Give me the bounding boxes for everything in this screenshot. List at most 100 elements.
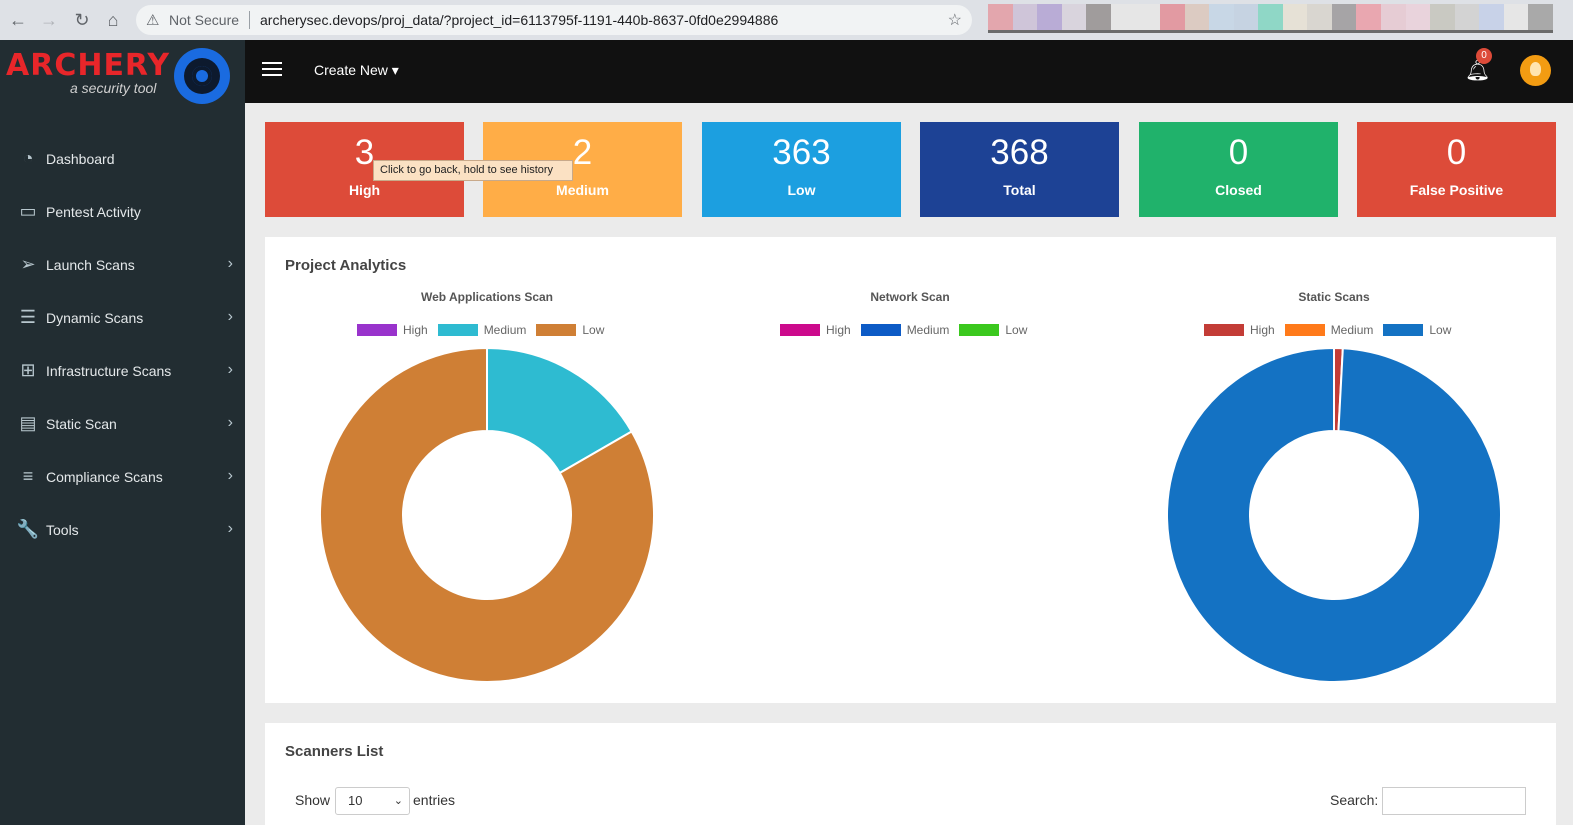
reload-icon[interactable]: ↻	[74, 10, 90, 30]
extension-icon[interactable]	[1110, 4, 1136, 30]
legend-item[interactable]: Medium	[437, 323, 526, 337]
sidebar-item-dynamic-scans[interactable]: ☰ Dynamic Scans ›	[0, 291, 245, 344]
legend-item[interactable]: Low	[1383, 323, 1451, 337]
extension-icon[interactable]	[1233, 4, 1259, 30]
dashboard-icon: ◔	[22, 148, 34, 168]
chevron-right-icon: ›	[227, 520, 233, 537]
sidebar-item-dashboard[interactable]: ◔ Dashboard	[0, 132, 245, 185]
stat-value: 3	[354, 133, 375, 172]
extension-icon[interactable]	[1503, 4, 1529, 30]
security-label: Not Secure	[169, 12, 240, 28]
extension-icon[interactable]	[1430, 4, 1455, 30]
extension-icon[interactable]	[1258, 4, 1283, 30]
legend-swatch	[357, 324, 397, 336]
search-label: Search:	[1330, 792, 1379, 808]
laptop-icon: ▭	[19, 201, 37, 221]
extension-icon[interactable]	[1184, 4, 1210, 30]
chart-legend: High Medium Low	[1204, 323, 1461, 337]
create-new-dropdown[interactable]: Create New ▾	[314, 62, 399, 78]
url-text[interactable]: archerysec.devops/proj_data/?project_id=…	[260, 12, 779, 28]
extension-icon[interactable]	[1135, 4, 1160, 30]
stat-value: 0	[1446, 133, 1467, 172]
stat-value: 363	[772, 133, 831, 172]
extension-icon[interactable]	[988, 4, 1013, 30]
chart-title: Static Scans	[1298, 290, 1370, 304]
sidebar-item-launch-scans[interactable]: ➢ Launch Scans ›	[0, 238, 245, 291]
stat-label: False Positive	[1409, 182, 1504, 198]
page-size-value: 10	[348, 793, 363, 808]
legend-label: High	[1250, 323, 1275, 337]
extension-icon[interactable]	[1209, 4, 1234, 30]
sidebar: ARCHERY a security tool ◔ Dashboard ▭ Pente…	[0, 40, 245, 825]
notification-badge: 0	[1476, 48, 1492, 64]
extension-icon[interactable]	[1381, 4, 1406, 30]
omnibox-divider	[249, 11, 250, 29]
extension-icon[interactable]	[1528, 4, 1553, 30]
chevron-down-icon: ⌄	[393, 795, 403, 807]
extension-icon[interactable]	[1331, 4, 1357, 30]
legend-item[interactable]: Low	[536, 323, 604, 337]
back-arrow-icon[interactable]: ←	[9, 10, 27, 30]
extensions-strip	[988, 4, 1553, 30]
hamburger-menu-icon[interactable]	[262, 62, 282, 78]
stat-box-false-positive[interactable]: 0 False Positive	[1357, 122, 1556, 217]
sitemap-icon: ⊞	[20, 360, 36, 380]
legend-item[interactable]: Low	[959, 323, 1027, 337]
stat-box-total[interactable]: 368 Total	[920, 122, 1119, 217]
extensions-underline	[988, 30, 1553, 33]
extension-icon[interactable]	[1307, 4, 1332, 30]
sidebar-item-label: Compliance Scans	[46, 468, 163, 485]
legend-label: Medium	[1330, 323, 1374, 337]
chart-legend: High Medium Low	[357, 323, 614, 337]
extension-icon[interactable]	[1356, 4, 1381, 30]
paper-plane-icon: ➢	[20, 254, 36, 274]
extension-icon[interactable]	[1012, 4, 1038, 30]
search-input[interactable]	[1382, 787, 1526, 815]
extension-icon[interactable]	[1479, 4, 1504, 30]
stat-label: Total	[1003, 182, 1036, 198]
extension-icon[interactable]	[1159, 4, 1185, 30]
donut-slice-low[interactable]	[319, 346, 655, 683]
donut-slice-low[interactable]	[1166, 346, 1502, 683]
panel-title: Project Analytics	[285, 257, 407, 274]
logo-tagline: a security tool	[70, 80, 157, 96]
extension-icon[interactable]	[1454, 4, 1480, 30]
legend-item[interactable]: Medium	[860, 323, 949, 337]
sidebar-item-tools[interactable]: 🔧 Tools ›	[0, 503, 245, 556]
chart-title: Web Applications Scan	[420, 290, 554, 304]
extension-icon[interactable]	[1086, 4, 1111, 30]
extension-icon[interactable]	[1061, 4, 1087, 30]
extension-icon[interactable]	[1405, 4, 1431, 30]
sidebar-item-compliance-scans[interactable]: ≡ Compliance Scans ›	[0, 450, 245, 503]
stat-box-closed[interactable]: 0 Closed	[1139, 122, 1338, 217]
legend-item[interactable]: Medium	[1284, 323, 1374, 337]
address-bar[interactable]: ⚠ Not Secure archerysec.devops/proj_data…	[136, 5, 972, 35]
page-size-select[interactable]: 10 ⌄	[335, 787, 410, 815]
avatar[interactable]	[1520, 55, 1551, 86]
legend-item[interactable]: High	[1204, 323, 1275, 337]
bookmark-star-icon[interactable]: ☆	[947, 12, 962, 29]
legend-item[interactable]: High	[780, 323, 851, 337]
file-code-icon: ▤	[19, 413, 37, 433]
sidebar-item-infrastructure-scans[interactable]: ⊞ Infrastructure Scans ›	[0, 344, 245, 397]
project-analytics-panel: Project Analytics Web Applications Scan H…	[265, 237, 1556, 703]
sidebar-item-pentest-activity[interactable]: ▭ Pentest Activity	[0, 185, 245, 238]
legend-label: High	[403, 323, 428, 337]
bell-icon[interactable]: 🔔︎	[1465, 60, 1491, 82]
donut-chart	[1166, 346, 1502, 683]
sidebar-item-label: Tools	[46, 521, 79, 538]
legend-swatch	[780, 324, 820, 336]
extension-icon[interactable]	[1282, 4, 1308, 30]
extension-icon[interactable]	[1037, 4, 1062, 30]
donut-slice-medium[interactable]	[486, 346, 633, 475]
logo[interactable]: ARCHERY a security tool	[6, 44, 236, 104]
sidebar-item-label: Pentest Activity	[46, 203, 141, 220]
stat-box-low[interactable]: 363 Low	[702, 122, 901, 217]
home-icon[interactable]: ⌂	[107, 10, 119, 30]
forward-arrow-icon[interactable]: →	[40, 10, 58, 30]
browser-toolbar: ← → ↻ ⌂ ⚠ Not Secure archerysec.devops/p…	[0, 0, 1573, 40]
sidebar-item-static-scan[interactable]: ▤ Static Scan ›	[0, 397, 245, 450]
list-alt-icon: ☰	[19, 307, 37, 327]
legend-label: High	[826, 323, 851, 337]
legend-item[interactable]: High	[357, 323, 428, 337]
